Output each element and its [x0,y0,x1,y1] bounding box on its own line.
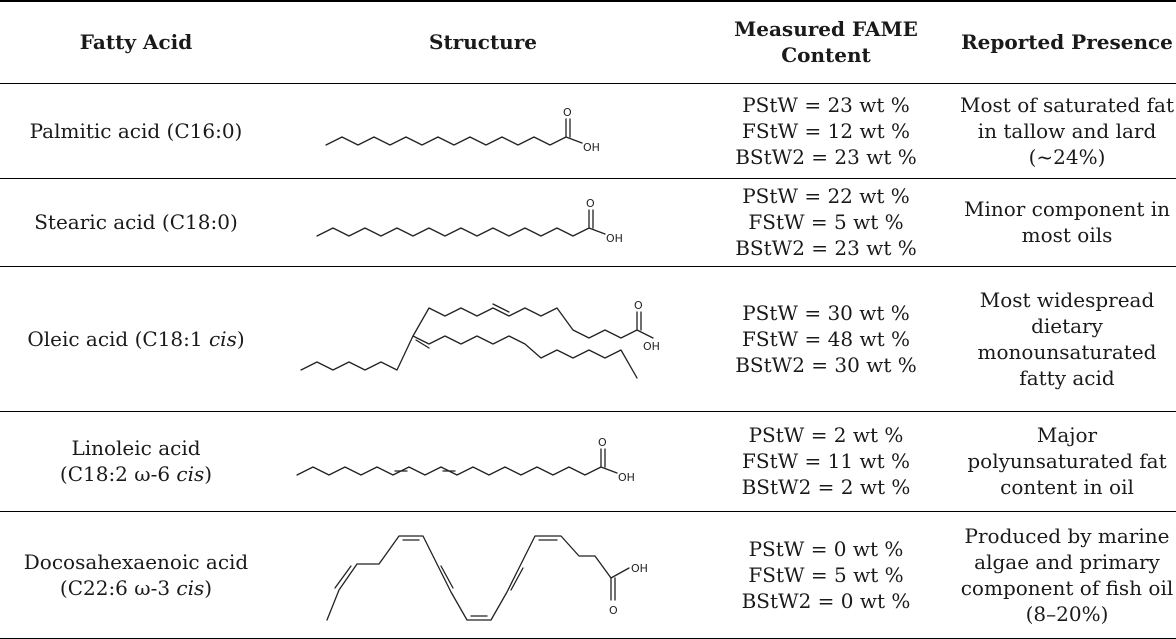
fame-value: FStW = 5 wt % [748,210,904,234]
fame-value: BStW2 = 2 wt % [741,475,911,499]
name-suffix: ) [204,462,213,486]
fatty-acid-name-line: Linoleic acid [71,436,201,460]
structure-cell: O OH [272,266,694,411]
palmitic-structure-diagram: O OH [325,106,600,154]
fatty-acid-name-line: Stearic acid (C18:0) [34,210,238,234]
atom-label-oh: OH [631,562,648,575]
atom-label-oh: OH [643,340,660,353]
atom-label-oh: OH [618,471,635,484]
name-prefix: (C18:2 ω-6 [59,462,177,486]
table-header: Fatty Acid Structure Measured FAME Conte… [0,1,1176,83]
fame-value: FStW = 11 wt % [742,449,910,473]
presence-line: monounsaturated [977,339,1157,364]
reported-presence: Most widespread dietary monounsaturated … [958,266,1176,411]
header-fame-line2: Content [781,43,871,68]
header-structure: Structure [429,30,537,55]
header-fame-content: Measured FAME Content [694,1,958,83]
table-row: Docosahexaenoic acid (C22:6 ω-3 cis) O [0,511,1176,638]
fame-value: FStW = 5 wt % [748,562,904,587]
atom-label-o: O [634,299,643,312]
presence-line: in tallow and lard [977,118,1157,143]
name-suffix: ) [204,575,213,600]
presence-line: Most widespread [979,287,1155,312]
fatty-acid-name: Palmitic acid (C16:0) [0,83,272,178]
presence-line: Major [1036,423,1098,447]
presence-line: algae and primary [974,549,1160,574]
fame-content: PStW = 0 wt % FStW = 5 wt % BStW2 = 0 wt… [694,511,958,638]
fame-content: PStW = 30 wt % FStW = 48 wt % BStW2 = 30… [694,266,958,411]
name-suffix: ) [236,326,245,351]
fatty-acid-name: Stearic acid (C18:0) [0,178,272,266]
fatty-acid-name: Oleic acid (C18:1 cis) [0,266,272,411]
presence-line: content in oil [1000,475,1134,499]
structure-cell: O OH [272,83,694,178]
linoleic-structure-diagram: O OH [296,436,635,484]
presence-line: Most of saturated fat [960,92,1174,117]
fatty-acid-name-line: (C18:2 ω-6 cis) [0,461,272,487]
fame-value: PStW = 22 wt % [742,184,910,208]
structure-cell: O OH [272,511,694,638]
reported-presence: Most of saturated fat in tallow and lard… [958,83,1176,178]
presence-line: (8–20%) [1025,601,1109,626]
header-fame-line1: Measured FAME [734,17,918,42]
atom-label-o: O [586,197,595,210]
reported-presence: Major polyunsaturated fat content in oil [958,411,1176,511]
stearic-structure-diagram: O OH [316,197,623,245]
presence-line: fatty acid [1019,365,1115,390]
fame-value: BStW2 = 30 wt % [735,352,917,377]
presence-line: dietary [1031,313,1103,338]
name-prefix: (C22:6 ω-3 [59,575,177,600]
presence-line: most oils [1021,223,1113,247]
fame-value: PStW = 0 wt % [748,536,904,561]
name-italic: cis [208,326,237,351]
fame-value: BStW2 = 0 wt % [741,588,911,613]
table-row: Oleic acid (C18:1 cis) O OH PStW = 30 [0,266,1176,411]
presence-line: component of fish oil [960,575,1174,600]
oleic-structure-diagram: O OH [300,299,660,379]
fatty-acid-name-line: Docosahexaenoic acid [23,549,249,574]
name-italic: cis [176,462,205,486]
fatty-acid-name-line: Oleic acid (C18:1 cis) [0,326,272,352]
header-presence: Reported Presence [961,30,1173,55]
reported-presence: Minor component in most oils [958,178,1176,266]
presence-line: polyunsaturated fat [967,449,1167,473]
atom-label-oh: OH [583,141,600,154]
fatty-acid-name: Docosahexaenoic acid (C22:6 ω-3 cis) [0,511,272,638]
fatty-acid-name: Linoleic acid (C18:2 ω-6 cis) [0,411,272,511]
structure-cell: O OH [272,411,694,511]
fatty-acid-name-line: Palmitic acid (C16:0) [29,118,243,143]
name-prefix: Oleic acid (C18:1 [27,326,209,351]
fame-value: PStW = 23 wt % [742,92,910,117]
fame-value: BStW2 = 23 wt % [735,144,917,169]
atom-label-o: O [609,604,618,617]
presence-line: (~24%) [1028,144,1106,169]
fame-content: PStW = 2 wt % FStW = 11 wt % BStW2 = 2 w… [694,411,958,511]
fame-content: PStW = 22 wt % FStW = 5 wt % BStW2 = 23 … [694,178,958,266]
dha-structure-diagram: O OH [326,534,648,621]
fatty-acid-name-line: (C22:6 ω-3 cis) [0,575,272,601]
table-row: Stearic acid (C18:0) O OH PStW = 22 wt %… [0,178,1176,266]
presence-line: Minor component in [963,197,1171,221]
fame-value: PStW = 2 wt % [748,423,904,447]
fame-value: FStW = 48 wt % [742,326,910,351]
fame-value: BStW2 = 23 wt % [735,236,917,260]
fame-value: PStW = 30 wt % [742,300,910,325]
atom-label-oh: OH [606,232,623,245]
table-row: Linoleic acid (C18:2 ω-6 cis) O OH PStW … [0,411,1176,511]
presence-line: Produced by marine [964,523,1170,548]
reported-presence: Produced by marine algae and primary com… [958,511,1176,638]
atom-label-o: O [563,106,572,119]
atom-label-o: O [598,436,607,449]
name-italic: cis [176,575,205,600]
fame-content: PStW = 23 wt % FStW = 12 wt % BStW2 = 23… [694,83,958,178]
table-row: Palmitic acid (C16:0) O OH PStW = 23 wt … [0,83,1176,178]
header-fatty-acid: Fatty Acid [79,30,193,55]
structure-cell: O OH [272,178,694,266]
fame-value: FStW = 12 wt % [742,118,910,143]
